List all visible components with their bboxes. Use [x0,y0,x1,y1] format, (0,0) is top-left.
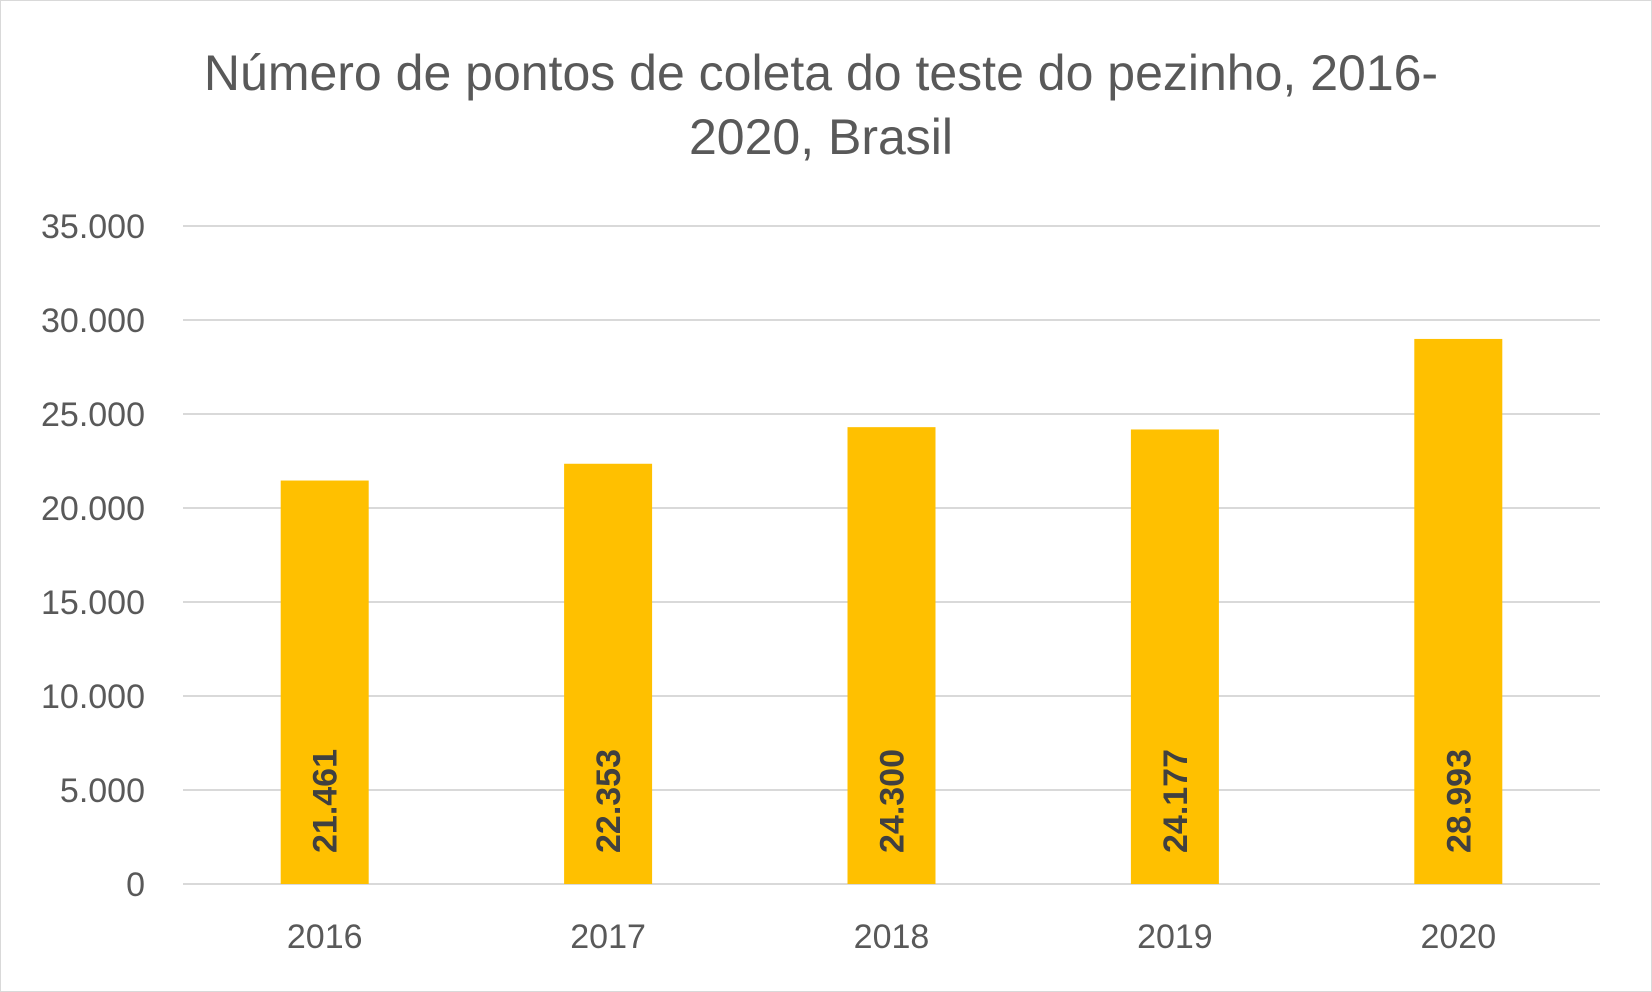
x-tick-label: 2018 [854,918,930,956]
y-axis-tick-labels: 0 5.000 10.000 15.000 20.000 25.000 30.000 35.0… [41,208,145,904]
data-label: 24.177 [1157,749,1195,853]
x-tick-label: 2017 [570,918,646,956]
y-tick-label: 5.000 [60,772,145,810]
x-tick-label: 2016 [287,918,363,956]
y-tick-label: 10.000 [41,678,145,716]
y-tick-label: 0 [126,866,145,904]
data-label: 22.353 [590,749,628,853]
x-axis-tick-labels: 2016 2017 2018 2019 2020 [287,918,1496,956]
bar [280,480,369,884]
bar [847,427,936,884]
chart-title: Número de pontos de coleta do teste do p… [203,45,1439,165]
bar [1130,429,1219,884]
y-tick-label: 15.000 [41,584,145,622]
y-tick-label: 30.000 [41,302,145,340]
data-labels: 21.461 22.353 24.300 24.177 28.993 [307,749,1479,853]
x-tick-label: 2019 [1137,918,1213,956]
y-tick-label: 20.000 [41,490,145,528]
bar [1414,338,1503,884]
data-label: 21.461 [307,749,345,853]
data-label: 28.993 [1440,749,1478,853]
y-tick-label: 35.000 [41,208,145,246]
data-label: 24.300 [874,749,912,853]
x-tick-label: 2020 [1420,918,1496,956]
y-tick-label: 25.000 [41,396,145,434]
bar [564,463,653,884]
bars [280,338,1503,884]
